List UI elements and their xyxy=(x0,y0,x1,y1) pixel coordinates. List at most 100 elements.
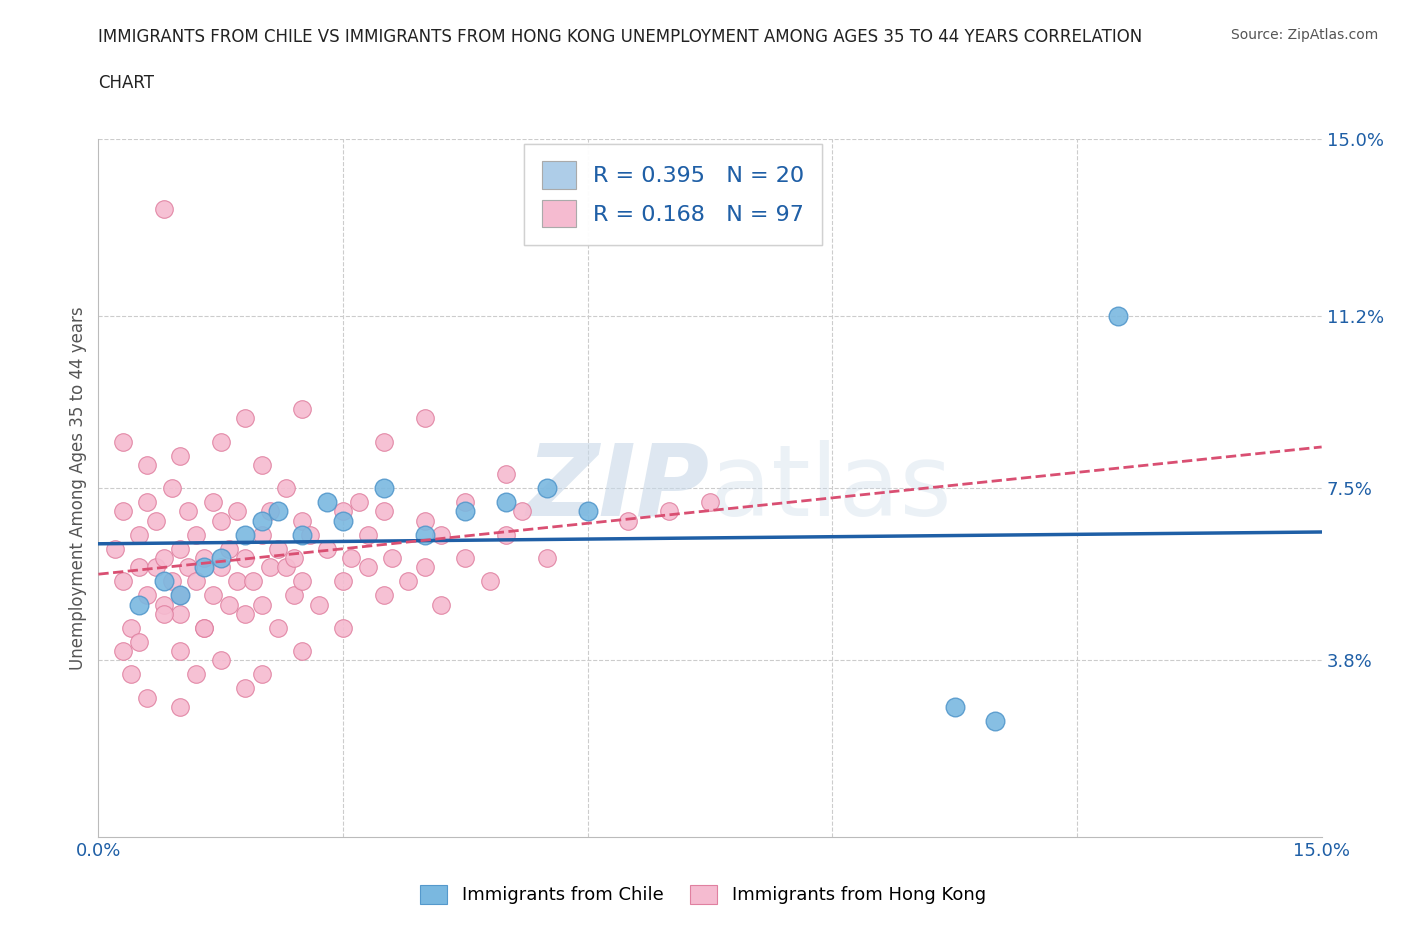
Point xyxy=(576,504,599,519)
Point xyxy=(274,481,297,496)
Point xyxy=(283,588,305,603)
Point xyxy=(136,495,159,510)
Point xyxy=(136,458,159,472)
Point xyxy=(145,560,167,575)
Point xyxy=(495,527,517,542)
Point xyxy=(356,527,378,542)
Point xyxy=(274,560,297,575)
Point xyxy=(430,597,453,612)
Point xyxy=(536,551,558,565)
Point xyxy=(943,699,966,714)
Point xyxy=(111,644,134,658)
Point xyxy=(250,667,273,682)
Point xyxy=(169,606,191,621)
Point xyxy=(201,588,224,603)
Point xyxy=(291,527,314,542)
Point xyxy=(250,527,273,542)
Point xyxy=(186,574,208,589)
Point xyxy=(169,588,191,603)
Point xyxy=(332,504,354,519)
Point xyxy=(413,527,436,542)
Point xyxy=(658,504,681,519)
Point xyxy=(169,541,191,556)
Point xyxy=(160,574,183,589)
Point xyxy=(315,495,337,510)
Point xyxy=(169,448,191,463)
Point xyxy=(169,644,191,658)
Legend: Immigrants from Chile, Immigrants from Hong Kong: Immigrants from Chile, Immigrants from H… xyxy=(413,878,993,911)
Point xyxy=(259,560,281,575)
Point xyxy=(226,574,249,589)
Point xyxy=(209,513,232,528)
Point xyxy=(160,481,183,496)
Point xyxy=(186,667,208,682)
Point xyxy=(193,560,215,575)
Point xyxy=(169,588,191,603)
Point xyxy=(512,504,534,519)
Point xyxy=(373,504,395,519)
Point xyxy=(267,504,290,519)
Point xyxy=(332,574,354,589)
Point xyxy=(111,504,134,519)
Point xyxy=(340,551,363,565)
Point xyxy=(259,504,281,519)
Point xyxy=(233,681,256,696)
Point xyxy=(152,606,174,621)
Point xyxy=(201,495,224,510)
Point xyxy=(193,620,215,635)
Point xyxy=(209,560,232,575)
Point xyxy=(291,402,314,417)
Point xyxy=(699,495,721,510)
Y-axis label: Unemployment Among Ages 35 to 44 years: Unemployment Among Ages 35 to 44 years xyxy=(69,307,87,670)
Point xyxy=(250,513,273,528)
Text: IMMIGRANTS FROM CHILE VS IMMIGRANTS FROM HONG KONG UNEMPLOYMENT AMONG AGES 35 TO: IMMIGRANTS FROM CHILE VS IMMIGRANTS FROM… xyxy=(98,28,1143,46)
Point xyxy=(349,495,371,510)
Point xyxy=(356,560,378,575)
Point xyxy=(308,597,330,612)
Point xyxy=(454,504,477,519)
Point xyxy=(291,644,314,658)
Point xyxy=(111,574,134,589)
Point xyxy=(396,574,419,589)
Point xyxy=(233,527,256,542)
Point xyxy=(454,551,477,565)
Legend: R = 0.395   N = 20, R = 0.168   N = 97: R = 0.395 N = 20, R = 0.168 N = 97 xyxy=(524,143,823,245)
Text: atlas: atlas xyxy=(710,440,952,537)
Point xyxy=(120,620,142,635)
Point xyxy=(186,527,208,542)
Point xyxy=(373,588,395,603)
Point xyxy=(145,513,167,528)
Point xyxy=(177,504,200,519)
Point xyxy=(617,513,640,528)
Point xyxy=(128,560,150,575)
Point xyxy=(250,458,273,472)
Point xyxy=(104,541,127,556)
Point xyxy=(984,713,1007,728)
Point xyxy=(193,551,215,565)
Point xyxy=(267,620,290,635)
Point xyxy=(128,634,150,649)
Point xyxy=(152,551,174,565)
Text: CHART: CHART xyxy=(98,74,155,92)
Point xyxy=(267,541,290,556)
Point xyxy=(495,467,517,482)
Point xyxy=(128,597,150,612)
Point xyxy=(233,411,256,426)
Point xyxy=(209,434,232,449)
Point xyxy=(250,597,273,612)
Point xyxy=(218,541,240,556)
Point xyxy=(209,551,232,565)
Point xyxy=(291,513,314,528)
Point xyxy=(120,667,142,682)
Point xyxy=(169,699,191,714)
Point xyxy=(332,620,354,635)
Point xyxy=(315,541,337,556)
Point xyxy=(373,481,395,496)
Point xyxy=(177,560,200,575)
Point xyxy=(128,527,150,542)
Point xyxy=(478,574,501,589)
Point xyxy=(495,495,517,510)
Point xyxy=(209,653,232,668)
Point xyxy=(283,551,305,565)
Text: Source: ZipAtlas.com: Source: ZipAtlas.com xyxy=(1230,28,1378,42)
